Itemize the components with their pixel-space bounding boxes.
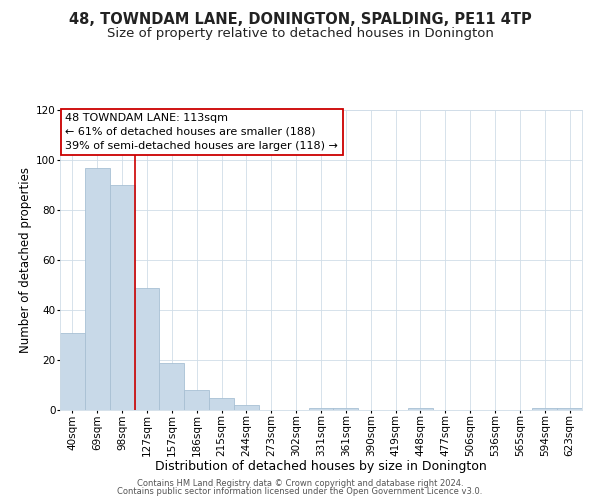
Bar bbox=[408, 408, 433, 410]
Text: Contains HM Land Registry data © Crown copyright and database right 2024.: Contains HM Land Registry data © Crown c… bbox=[137, 478, 463, 488]
X-axis label: Distribution of detached houses by size in Donington: Distribution of detached houses by size … bbox=[155, 460, 487, 473]
Bar bbox=[557, 408, 582, 410]
Text: 48, TOWNDAM LANE, DONINGTON, SPALDING, PE11 4TP: 48, TOWNDAM LANE, DONINGTON, SPALDING, P… bbox=[68, 12, 532, 28]
Bar bbox=[532, 408, 557, 410]
Bar bbox=[134, 288, 160, 410]
Bar bbox=[160, 362, 184, 410]
Y-axis label: Number of detached properties: Number of detached properties bbox=[19, 167, 32, 353]
Bar bbox=[308, 408, 334, 410]
Bar bbox=[85, 168, 110, 410]
Bar bbox=[184, 390, 209, 410]
Text: 48 TOWNDAM LANE: 113sqm
← 61% of detached houses are smaller (188)
39% of semi-d: 48 TOWNDAM LANE: 113sqm ← 61% of detache… bbox=[65, 113, 338, 151]
Bar bbox=[334, 408, 358, 410]
Text: Contains public sector information licensed under the Open Government Licence v3: Contains public sector information licen… bbox=[118, 487, 482, 496]
Bar bbox=[209, 398, 234, 410]
Bar bbox=[234, 405, 259, 410]
Bar bbox=[110, 185, 134, 410]
Bar bbox=[60, 332, 85, 410]
Text: Size of property relative to detached houses in Donington: Size of property relative to detached ho… bbox=[107, 28, 493, 40]
